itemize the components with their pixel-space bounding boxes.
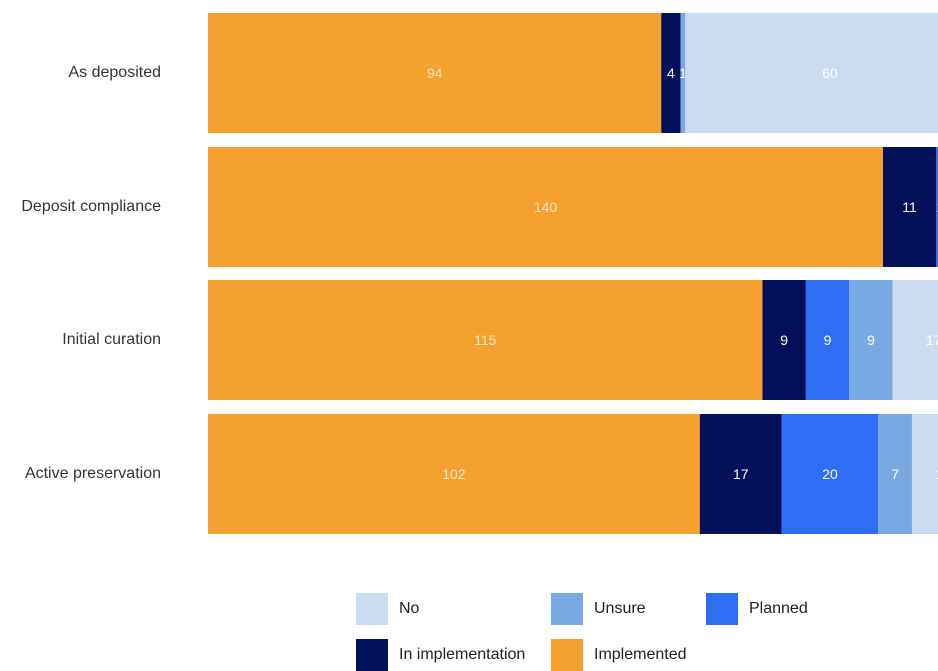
data-label-as-deposited-unsure: 1 bbox=[679, 65, 687, 81]
category-label-deposit-compliance: Deposit compliance bbox=[21, 198, 161, 215]
data-label-initial-curation-unsure: 9 bbox=[867, 332, 875, 348]
bar-segment-active-preservation-in-implementation bbox=[699, 414, 782, 534]
legend-swatch-unsure bbox=[551, 593, 583, 625]
legend-item-implemented: Implemented bbox=[551, 639, 687, 671]
data-label-deposit-compliance-in-implementation: 11 bbox=[902, 199, 917, 215]
data-label-as-deposited-in-implementation: 4 bbox=[667, 65, 675, 81]
bar-segment-as-deposited-unsure bbox=[680, 13, 686, 133]
bar-segment-initial-curation-no bbox=[892, 280, 938, 400]
data-label-initial-curation-in-implementation: 9 bbox=[780, 332, 788, 348]
bar-segment-active-preservation-planned bbox=[781, 414, 879, 534]
legend-label-no: No bbox=[399, 600, 420, 617]
data-label-as-deposited-implemented: 94 bbox=[427, 65, 443, 81]
bar-segment-deposit-compliance-implemented bbox=[208, 147, 884, 267]
bar-segment-as-deposited-in-implementation bbox=[661, 13, 681, 133]
data-label-active-preservation-unsure: 7 bbox=[891, 466, 899, 482]
legend-label-in-implementation: In implementation bbox=[399, 646, 526, 663]
bar-segment-active-preservation-implemented bbox=[208, 414, 700, 534]
category-label-initial-curation: Initial curation bbox=[62, 331, 161, 348]
category-label-active-preservation: Active preservation bbox=[24, 465, 161, 482]
legend-item-in-implementation: In implementation bbox=[356, 639, 525, 671]
legend-swatch-planned bbox=[706, 593, 738, 625]
bar-segment-initial-curation-implemented bbox=[208, 280, 763, 400]
legend-item-no: No bbox=[356, 593, 419, 625]
data-label-active-preservation-planned: 20 bbox=[822, 466, 838, 482]
data-label-deposit-compliance-planned: 2 bbox=[937, 199, 938, 215]
bar-segment-initial-curation-in-implementation bbox=[762, 280, 806, 400]
data-label-as-deposited-no: 60 bbox=[822, 65, 838, 81]
legend-swatch-no bbox=[356, 593, 388, 625]
bar-segment-as-deposited-no bbox=[685, 13, 938, 133]
data-label-active-preservation-in-implementation: 17 bbox=[733, 466, 749, 482]
legend-item-planned: Planned bbox=[706, 593, 808, 625]
category-label-as-deposited: As deposited bbox=[68, 64, 161, 81]
data-label-deposit-compliance-implemented: 140 bbox=[534, 199, 558, 215]
legend-label-implemented: Implemented bbox=[594, 646, 687, 663]
bar-segment-deposit-compliance-in-implementation bbox=[883, 147, 937, 267]
data-label-active-preservation-implemented: 102 bbox=[442, 466, 466, 482]
bar-segment-initial-curation-planned bbox=[805, 280, 850, 400]
data-label-initial-curation-implemented: 115 bbox=[474, 332, 497, 348]
bar-segment-deposit-compliance-planned bbox=[936, 147, 938, 267]
bar-segment-as-deposited-implemented bbox=[208, 13, 662, 133]
data-label-initial-curation-planned: 9 bbox=[824, 332, 832, 348]
data-label-initial-curation-no: 17 bbox=[926, 332, 938, 348]
bar-segment-active-preservation-no bbox=[911, 414, 938, 534]
bar-segment-active-preservation-unsure bbox=[878, 414, 912, 534]
legend-swatch-in-implementation bbox=[356, 639, 388, 671]
data-label-active-preservation-no: 13 bbox=[936, 466, 938, 482]
bar-segment-initial-curation-unsure bbox=[849, 280, 893, 400]
legend-label-unsure: Unsure bbox=[594, 600, 646, 617]
legend-item-unsure: Unsure bbox=[551, 593, 646, 625]
legend-label-planned: Planned bbox=[749, 600, 808, 617]
legend-swatch-implemented bbox=[551, 639, 583, 671]
